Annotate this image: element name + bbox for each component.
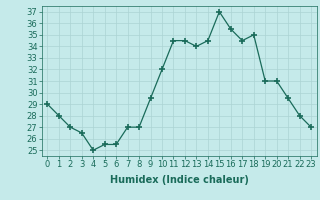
X-axis label: Humidex (Indice chaleur): Humidex (Indice chaleur) [110, 175, 249, 185]
